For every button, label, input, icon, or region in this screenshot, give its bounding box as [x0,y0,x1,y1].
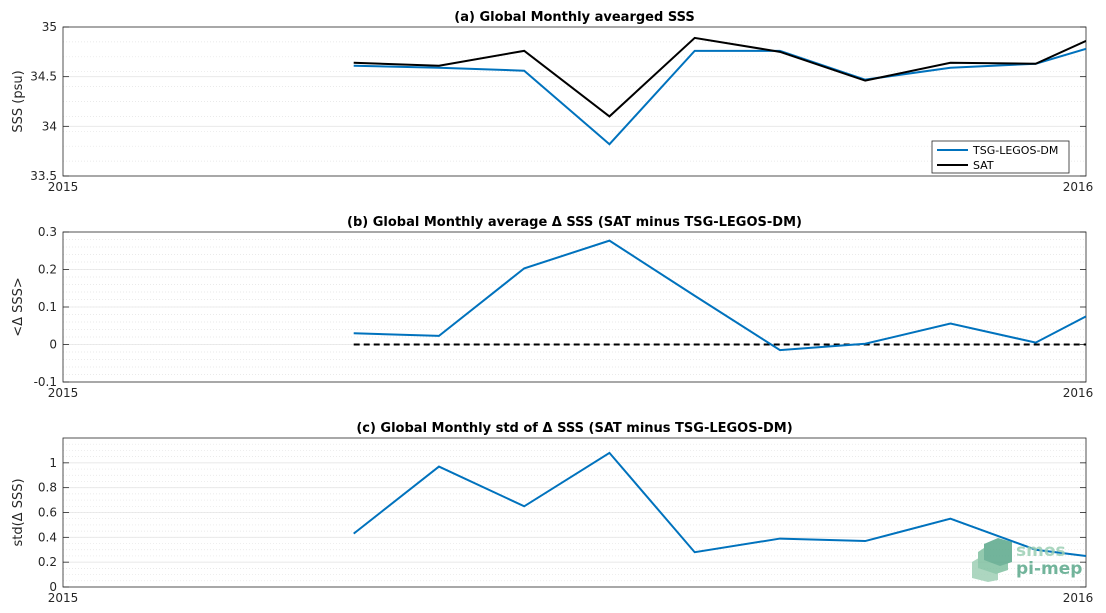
ytick-label: 0.4 [38,530,57,544]
chart-title: (b) Global Monthly average Δ SSS (SAT mi… [347,215,802,230]
panel-a: 33.5 34 34.5 35 2015 2016 (a) Global Monthly a… [11,10,1093,194]
panel-c: 0 0.2 0.4 0.6 0.8 1 2015 2016 (c) Global Monthly… [11,421,1093,605]
legend-entry: SAT [973,159,994,172]
ytick-label: 0.3 [38,225,57,239]
series-line [353,451,1086,557]
tsg-legos-dm-line [353,47,1086,146]
legend-entry: TSG-LEGOS-DM [972,144,1058,157]
ytick-label: 0.6 [38,506,57,520]
ytick-label: 0.1 [38,300,57,314]
logo-icon [984,538,1012,566]
series-line [353,239,1086,352]
ylabel: SSS (psu) [11,70,26,132]
xtick-label: 2015 [48,386,79,400]
xtick-label: 2015 [48,591,79,605]
logo-text-line2: pi-mep [1016,559,1082,579]
xtick-label: 2015 [48,180,79,194]
ytick-label: 1 [49,456,57,470]
panel-b: -0.1 0 0.1 0.2 0.3 2015 2016 (b) Global Monthly… [11,215,1093,400]
ytick-label: 0.8 [38,481,57,495]
ytick-label: 34.5 [30,70,57,84]
ylabel: <Δ SSS> [11,277,26,337]
ytick-label: 0 [49,338,57,352]
logo-text-line1: smos [1016,541,1066,561]
ytick-label: 0.2 [38,263,57,277]
legend-box [931,140,1070,174]
xtick-label: 2016 [1063,591,1094,605]
ytick-label: 0.2 [38,555,57,569]
xtick-label: 2016 [1063,386,1094,400]
ytick-label: 35 [42,20,57,34]
xtick-label: 2016 [1063,180,1094,194]
chart-title: (a) Global Monthly avearged SSS [454,10,694,25]
sat-line [353,36,1086,118]
legend: TSG-LEGOS-DM SAT [931,140,1070,174]
ytick-label: -0.1 [34,375,57,389]
chart-title: (c) Global Monthly std of Δ SSS (SAT min… [356,421,792,436]
ylabel: std(Δ SSS) [11,478,26,546]
axes-box [62,26,1087,177]
ytick-label: 34 [42,119,57,133]
ytick-label: 33.5 [30,169,57,183]
ytick-label: 0 [49,580,57,594]
